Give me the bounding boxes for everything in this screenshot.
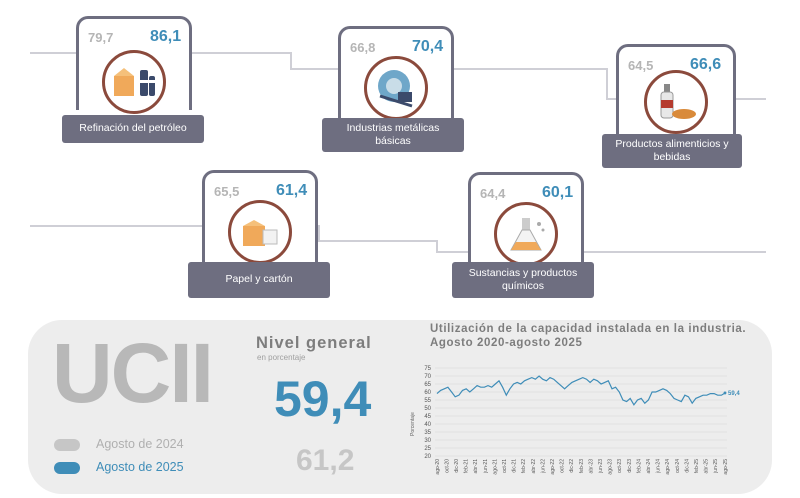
metal-industry-icon (364, 56, 428, 120)
x-tick-label: abr-25 (704, 459, 710, 474)
x-tick-label: dic-23 (627, 459, 633, 473)
connector-line (606, 68, 608, 100)
y-tick-label: 55 (424, 398, 431, 404)
y-tick-label: 45 (424, 414, 431, 420)
series-line (436, 375, 726, 406)
capacity-utilization-chart: Porcentaje 20 25 30 35 40 45 50 55 60 65 70 75 ago-2… (410, 366, 740, 475)
y-tick-label: 30 (424, 438, 431, 444)
x-tick-label: feb-22 (521, 459, 527, 473)
sector-label: Papel y cartón (188, 262, 330, 298)
food-beverage-icon (644, 70, 708, 134)
refinery-icon (102, 50, 166, 114)
x-tick-label: oct-24 (675, 459, 681, 473)
sector-prev-value: 64,4 (480, 186, 506, 201)
y-tick-label: 65 (424, 382, 431, 388)
connector-line (30, 225, 320, 227)
y-tick-label: 70 (424, 374, 431, 380)
x-tick-label: oct-21 (502, 459, 508, 473)
sector-label: Industrias metálicas básicas (322, 118, 464, 152)
x-tick-label: ago-22 (550, 459, 556, 475)
x-tick-label: ago-23 (608, 459, 614, 475)
connector-line (436, 251, 766, 253)
x-tick-label: oct-22 (560, 459, 566, 473)
y-tick-label: 75 (424, 366, 431, 372)
series-end-point (723, 391, 727, 395)
x-tick-label: jun-25 (713, 459, 719, 474)
sector-current-value: 66,6 (690, 56, 722, 73)
sector-prev-value: 66,8 (350, 40, 376, 55)
sector-label: Productos alimenticios y bebidas (602, 134, 742, 168)
y-tick-label: 40 (424, 422, 431, 428)
x-tick-label: ago-24 (665, 459, 671, 475)
sector-label: Refinación del petróleo (62, 115, 204, 143)
previous-general-value: 61,2 (296, 444, 355, 477)
x-tick-label: jun-24 (656, 459, 662, 474)
x-tick-label: ago-20 (435, 459, 441, 475)
x-tick-label: abr-21 (473, 459, 479, 474)
x-tick-label: feb-23 (579, 459, 585, 473)
x-tick-label: feb-24 (636, 459, 642, 473)
x-tick-label: abr-23 (588, 459, 594, 474)
x-tick-label: dic-20 (454, 459, 460, 473)
sector-current-value: 61,4 (276, 182, 308, 199)
x-tick-label: abr-24 (646, 459, 652, 474)
summary-panel (28, 320, 772, 494)
sector-current-value: 70,4 (412, 38, 444, 55)
y-tick-label: 25 (424, 446, 431, 452)
x-tick-label: dic-21 (512, 459, 518, 473)
legend-label-2025: Agosto de 2025 (96, 460, 184, 474)
x-tick-label: oct-20 (444, 459, 450, 473)
x-tick-label: abr-22 (531, 459, 537, 474)
sector-label: Sustancias y productos químicos (452, 262, 594, 298)
x-tick-label: ago-21 (492, 459, 498, 475)
sector-prev-value: 64,5 (628, 58, 654, 73)
y-tick-label: 60 (424, 390, 431, 396)
paper-box-icon (228, 200, 292, 264)
x-tick-label: jun-21 (483, 459, 489, 474)
chart-title: Utilización de la capacidad instalada en… (430, 323, 747, 350)
y-tick-label: 35 (424, 430, 431, 436)
general-level-title: Nivel general (256, 334, 372, 352)
legend-swatch-2024 (54, 439, 80, 451)
y-axis-label: Porcentaje (410, 412, 416, 436)
x-tick-label: oct-23 (617, 459, 623, 473)
current-general-value: 59,4 (274, 371, 372, 427)
x-tick-label: feb-25 (694, 459, 700, 473)
general-level-subtitle: en porcentaje (257, 353, 306, 362)
connector-line (436, 240, 438, 253)
x-tick-label: jun-22 (540, 459, 546, 474)
sector-current-value: 86,1 (150, 28, 182, 45)
x-tick-label: ago-25 (723, 459, 729, 475)
sector-prev-value: 79,7 (88, 30, 114, 45)
legend-swatch-2025 (54, 462, 80, 474)
y-tick-label: 20 (424, 454, 431, 460)
ucii-logo: UCII (52, 326, 214, 420)
sector-prev-value: 65,5 (214, 184, 240, 199)
end-value-label: 59,4 (728, 391, 740, 397)
y-tick-label: 50 (424, 406, 431, 412)
x-tick-label: jun-23 (598, 459, 604, 474)
connector-line (318, 225, 320, 242)
legend-label-2024: Agosto de 2024 (96, 437, 184, 451)
x-tick-label: dic-24 (684, 459, 690, 473)
x-tick-label: feb-21 (464, 459, 470, 473)
sector-current-value: 60,1 (542, 184, 574, 201)
connector-line (318, 240, 438, 242)
x-tick-label: dic-22 (569, 459, 575, 473)
chemistry-flask-icon (494, 202, 558, 266)
connector-line (290, 52, 292, 70)
